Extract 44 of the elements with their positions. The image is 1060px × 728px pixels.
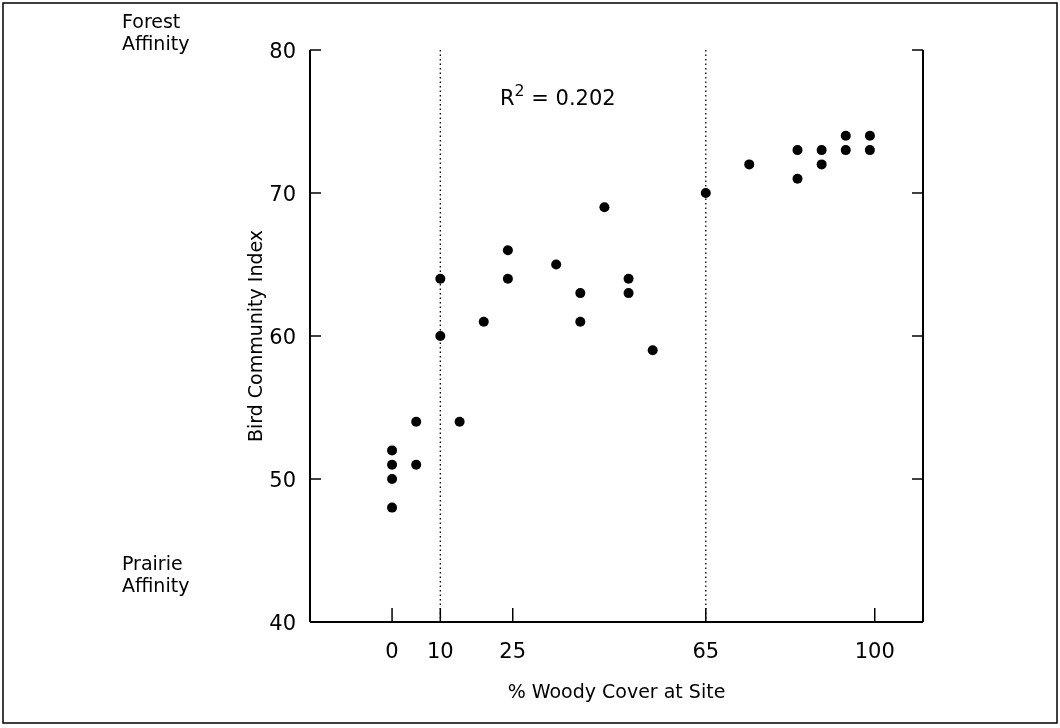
point <box>502 273 513 284</box>
point <box>864 145 875 156</box>
point <box>700 188 711 198</box>
y-tick-label: 70 <box>269 182 296 206</box>
y-tick-label: 80 <box>269 39 296 63</box>
point <box>647 345 658 356</box>
point <box>387 445 398 456</box>
point <box>816 145 827 156</box>
text: Prairie Affinity <box>122 552 190 596</box>
point <box>623 273 634 284</box>
point <box>387 474 398 484</box>
point <box>551 259 562 270</box>
annotation: R$^{2}$ = 0.202 <box>500 80 616 110</box>
point <box>864 130 875 141</box>
x-tick-label: 0 <box>385 639 399 663</box>
y-tick-label: 50 <box>269 468 296 492</box>
point <box>454 416 465 427</box>
point <box>435 331 446 341</box>
point <box>816 159 827 170</box>
point <box>792 173 803 184</box>
text: Forest Affinity <box>122 10 190 54</box>
point <box>623 288 634 299</box>
point <box>575 316 586 327</box>
point <box>792 145 803 156</box>
point <box>478 316 489 327</box>
point <box>411 416 422 427</box>
point <box>502 245 513 256</box>
point <box>840 145 851 156</box>
x-tick-label: 10 <box>426 639 454 663</box>
point <box>744 159 755 170</box>
x-tick-label: 65 <box>692 639 720 663</box>
x-tick-label: 100 <box>854 639 895 663</box>
y-axis-title: Bird Community Index <box>244 229 266 443</box>
point <box>575 288 586 299</box>
point <box>387 459 398 470</box>
x-axis-title: % Woody Cover at Site <box>507 680 726 702</box>
point <box>387 502 398 513</box>
y-tick-label: 40 <box>269 611 296 635</box>
point <box>599 202 610 213</box>
x-tick-label: 25 <box>499 639 527 663</box>
point <box>411 459 422 470</box>
point <box>435 273 446 284</box>
point <box>840 130 851 141</box>
y-tick-label: 60 <box>269 325 296 349</box>
